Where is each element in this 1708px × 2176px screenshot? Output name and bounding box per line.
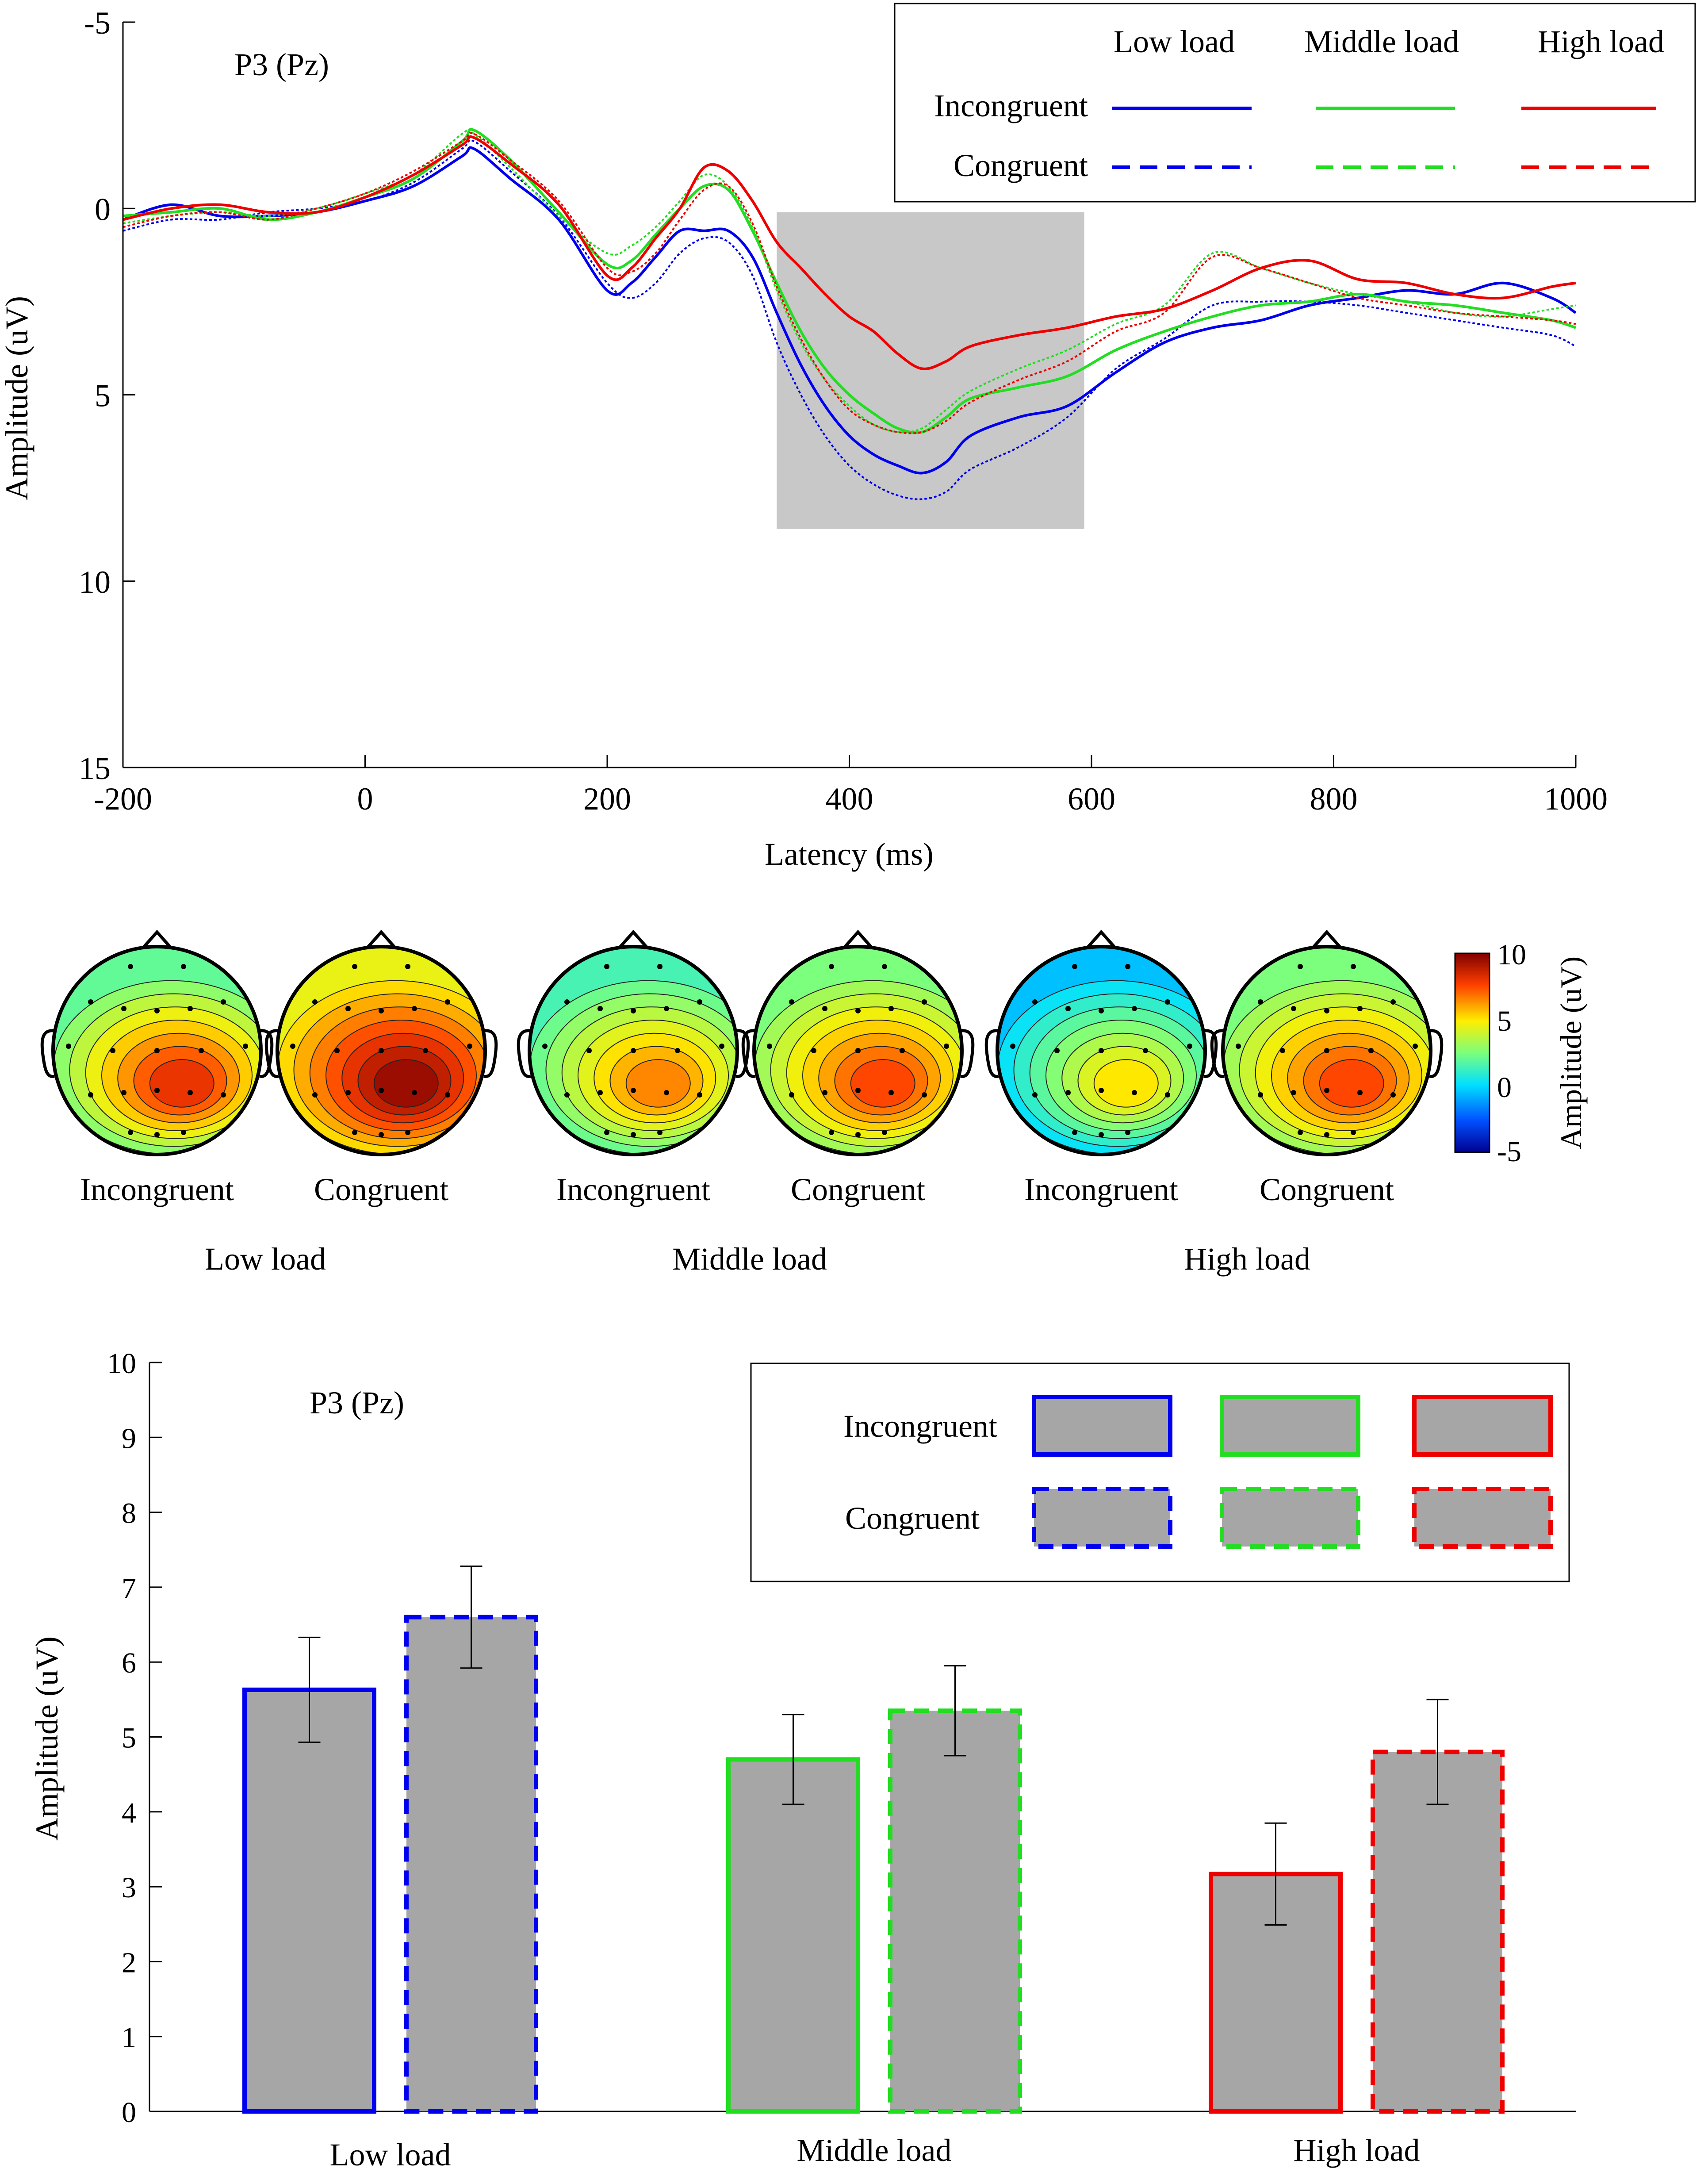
colorbar-title: Amplitude (uV) <box>1554 956 1588 1149</box>
error-bar <box>1264 1822 1287 1926</box>
erp-x-axis-title: Latency (ms) <box>765 837 934 872</box>
bar-y-tick-label: 4 <box>122 1797 136 1829</box>
legend-row-congruent: Congruent <box>954 148 1088 183</box>
topomap-group-label: High load <box>1184 1241 1310 1277</box>
erp-x-tick-label: 200 <box>583 781 631 817</box>
bar-legend-swatch-middle-incongruent <box>1220 1395 1360 1457</box>
colorbar-tick-0: 0 <box>1497 1071 1512 1104</box>
bar-y-tick-label: 7 <box>122 1572 136 1604</box>
erp-y-tick-label: 0 <box>95 192 111 227</box>
erp-x-tick-label: 800 <box>1310 781 1358 817</box>
bar-category-label: Middle load <box>797 2133 952 2168</box>
erp-series-low-load-incongruent <box>123 146 1576 475</box>
error-bar <box>782 1714 804 1805</box>
bar-high-load-congruent <box>1371 1750 1505 2114</box>
legend-col-middle-load: Middle load <box>1304 24 1459 59</box>
bar-panel-label: P3 (Pz) <box>310 1385 404 1420</box>
topomap-group-label: Middle load <box>672 1241 827 1277</box>
bar-legend-swatch-low-incongruent <box>1032 1395 1172 1457</box>
error-bar <box>298 1636 321 1743</box>
erp-y-axis-title: Amplitude (uV) <box>0 296 34 500</box>
error-bar <box>1426 1699 1449 1805</box>
bar-y-tick-label: 10 <box>107 1347 136 1380</box>
bar-y-tick-label: 9 <box>122 1422 136 1455</box>
colorbar: 10 5 0 -5 Amplitude (uV) <box>1454 939 1588 1168</box>
legend-col-high-load: High load <box>1538 24 1664 59</box>
bar-y-tick-label: 1 <box>122 2022 136 2054</box>
erp-series-middle-load-incongruent <box>123 128 1576 434</box>
bar-legend-swatch-high-congruent <box>1412 1487 1553 1549</box>
legend-col-low-load: Low load <box>1114 24 1235 59</box>
bar-legend-swatch-low-congruent <box>1032 1487 1172 1549</box>
bar-low-load-incongruent <box>242 1687 376 2114</box>
bar-y-tick-label: 6 <box>122 1647 136 1679</box>
topomap-condition-label: Congruent <box>314 1172 448 1207</box>
bar-category-label: High load <box>1294 2133 1420 2168</box>
bar-legend-row-incongruent: Incongruent <box>843 1408 997 1444</box>
erp-x-tick-label: 1000 <box>1544 781 1608 817</box>
topography-maps: Incongruent Congruent Low load Incongruent C… <box>40 929 1444 1277</box>
erp-y-tick-label: 10 <box>79 564 111 600</box>
analysis-window-shading <box>777 212 1084 529</box>
colorbar-tick-5: 5 <box>1497 1005 1512 1037</box>
colorbar-tick-minus5: -5 <box>1497 1136 1521 1168</box>
bar-y-tick-label: 3 <box>122 1872 136 1904</box>
erp-series-low-load-congruent <box>123 139 1576 500</box>
colorbar-tick-10: 10 <box>1497 939 1526 971</box>
erp-x-tick-label: -200 <box>94 781 152 817</box>
topomap-condition-label: Incongruent <box>1024 1172 1178 1207</box>
erp-waveform-chart: -5 0 5 10 15 -200 0 200 400 600 800 1000 P3 (Pz) L… <box>0 3 1696 872</box>
topomap-low-load-incongruent <box>40 929 274 1156</box>
bar-y-tick-label: 8 <box>122 1497 136 1530</box>
bar-legend-swatch-middle-congruent <box>1220 1487 1360 1549</box>
erp-series-high-load-congruent <box>123 132 1576 434</box>
topomap-condition-label: Incongruent <box>80 1172 234 1207</box>
bar-legend-swatch-high-incongruent <box>1412 1395 1553 1457</box>
erp-x-tick-label: 400 <box>826 781 873 817</box>
erp-legend: Low load Middle load High load Incongrue… <box>894 3 1696 203</box>
bar-legend: Incongruent Congruent <box>750 1362 1570 1582</box>
erp-y-tick-label: 5 <box>95 378 111 414</box>
topomap-group-label: Low load <box>205 1241 326 1277</box>
bar-y-tick-label: 0 <box>122 2096 136 2129</box>
bar-chart: 0 1 2 3 4 5 6 7 8 9 10 Low load Middle load High loa… <box>29 1347 1576 2172</box>
erp-x-tick-label: 600 <box>1068 781 1115 817</box>
topomap-high-load-congruent <box>1210 929 1444 1156</box>
topomap-condition-label: Congruent <box>791 1172 925 1207</box>
erp-y-tick-label: -5 <box>84 5 111 41</box>
bar-y-axis-title: Amplitude (uV) <box>29 1636 65 1841</box>
topomap-middle-load-incongruent <box>517 929 750 1156</box>
erp-y-tick-label: 15 <box>79 751 111 786</box>
topomap-condition-label: Congruent <box>1260 1172 1394 1207</box>
erp-series-middle-load-congruent <box>123 128 1576 434</box>
erp-x-tick-label: 0 <box>357 781 373 817</box>
bar-legend-row-congruent: Congruent <box>845 1501 980 1536</box>
bar-middle-load-incongruent <box>726 1757 860 2114</box>
topomap-middle-load-congruent <box>741 929 975 1156</box>
error-bar <box>460 1565 483 1669</box>
error-bar <box>944 1665 966 1757</box>
topomap-high-load-incongruent <box>984 929 1218 1156</box>
legend-row-incongruent: Incongruent <box>934 88 1088 123</box>
bar-y-tick-label: 2 <box>122 1946 136 1979</box>
bar-middle-load-congruent <box>888 1708 1022 2114</box>
bar-y-tick-label: 5 <box>122 1722 136 1754</box>
erp-series-high-load-incongruent <box>123 135 1576 370</box>
topomap-low-load-congruent <box>264 929 498 1156</box>
bar-category-label: Low load <box>330 2137 451 2172</box>
erp-panel-label: P3 (Pz) <box>234 47 329 82</box>
bar-low-load-congruent <box>404 1615 538 2114</box>
topomap-condition-label: Incongruent <box>556 1172 710 1207</box>
